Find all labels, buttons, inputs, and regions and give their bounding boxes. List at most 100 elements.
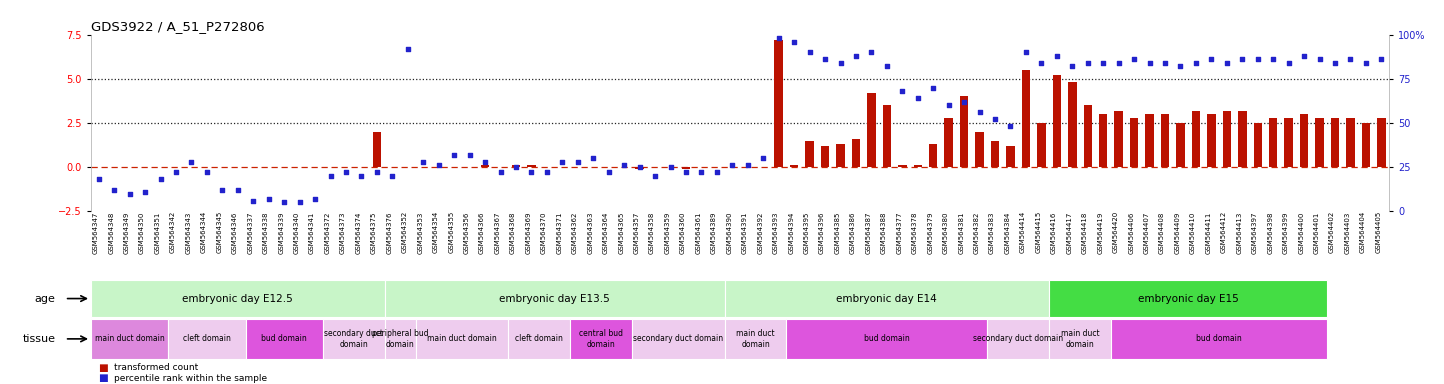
Text: GSM564417: GSM564417 [1066, 211, 1073, 253]
Text: bud domain: bud domain [864, 334, 910, 343]
Bar [1053, 75, 1061, 167]
Text: GSM564352: GSM564352 [401, 211, 407, 253]
Bar [806, 141, 814, 167]
Text: GSM564413: GSM564413 [1236, 211, 1242, 253]
Bar [527, 165, 536, 167]
Bar [1069, 82, 1077, 167]
Text: embryonic day E14: embryonic day E14 [836, 293, 937, 304]
Point [149, 176, 172, 182]
Point [999, 123, 1022, 129]
Bar [1300, 114, 1308, 167]
Text: GSM564364: GSM564364 [602, 211, 609, 253]
Text: GSM564369: GSM564369 [526, 211, 531, 254]
Point [875, 63, 898, 70]
Text: GSM564382: GSM564382 [973, 211, 979, 253]
Text: GSM564358: GSM564358 [648, 211, 656, 253]
Bar [928, 144, 937, 167]
Text: GSM564374: GSM564374 [355, 211, 361, 253]
Text: embryonic day E12.5: embryonic day E12.5 [182, 293, 293, 304]
Text: GSM564340: GSM564340 [293, 211, 299, 253]
Point [1370, 56, 1393, 62]
Bar [1050, 319, 1110, 359]
Point [628, 164, 651, 170]
Text: GSM564393: GSM564393 [773, 211, 778, 254]
Point [736, 162, 760, 168]
Text: GSM564347: GSM564347 [92, 211, 98, 253]
Text: GSM564337: GSM564337 [247, 211, 253, 254]
Point [582, 155, 605, 161]
Point [767, 35, 790, 41]
Text: GSM564387: GSM564387 [865, 211, 871, 254]
Bar [836, 144, 845, 167]
Point [1045, 53, 1069, 59]
Point [921, 84, 944, 91]
Text: GSM564408: GSM564408 [1160, 211, 1165, 253]
Text: GSM564346: GSM564346 [232, 211, 238, 253]
Point [118, 190, 142, 197]
Bar [1191, 111, 1200, 167]
Point [257, 196, 280, 202]
Point [705, 169, 728, 175]
Point [520, 169, 543, 175]
Bar [882, 105, 891, 167]
Point [799, 49, 822, 55]
Text: GSM564397: GSM564397 [1252, 211, 1258, 254]
Bar [1253, 123, 1262, 167]
Text: GSM564407: GSM564407 [1144, 211, 1149, 253]
Bar [1238, 111, 1246, 167]
Bar [1207, 114, 1216, 167]
Point [427, 162, 451, 168]
Text: GSM564354: GSM564354 [433, 211, 439, 253]
Text: age: age [35, 293, 55, 304]
Text: GSM564362: GSM564362 [572, 211, 578, 253]
Bar [1129, 118, 1138, 167]
Text: GSM564414: GSM564414 [1019, 211, 1025, 253]
Point [1122, 56, 1145, 62]
Point [1276, 60, 1300, 66]
Text: main duct
domain: main duct domain [736, 329, 775, 349]
Point [813, 56, 836, 62]
Bar [1110, 319, 1327, 359]
Point [983, 116, 1006, 122]
Point [1061, 63, 1084, 70]
Point [598, 169, 621, 175]
Point [690, 169, 713, 175]
Point [1339, 56, 1362, 62]
Point [1354, 60, 1378, 66]
Text: GSM564357: GSM564357 [634, 211, 640, 253]
Bar [725, 319, 787, 359]
Point [1030, 60, 1053, 66]
Bar [1269, 118, 1278, 167]
Text: GSM564360: GSM564360 [680, 211, 686, 254]
Bar [323, 319, 384, 359]
Text: bud domain: bud domain [1196, 334, 1242, 343]
Point [241, 197, 264, 204]
Bar [384, 280, 725, 317]
Text: GSM564344: GSM564344 [201, 211, 206, 253]
Point [133, 189, 156, 195]
Point [953, 99, 976, 105]
Point [1170, 63, 1193, 70]
Text: embryonic day E13.5: embryonic day E13.5 [500, 293, 609, 304]
Text: GSM564377: GSM564377 [897, 211, 902, 254]
Text: secondary duct domain: secondary duct domain [973, 334, 1063, 343]
Point [721, 162, 744, 168]
Text: secondary duct
domain: secondary duct domain [325, 329, 383, 349]
Text: GSM564405: GSM564405 [1375, 211, 1382, 253]
Point [891, 88, 914, 94]
Point [365, 169, 388, 175]
Bar [1223, 111, 1232, 167]
Point [1092, 60, 1115, 66]
Bar [1346, 118, 1354, 167]
Bar [1315, 118, 1324, 167]
Point [1184, 60, 1207, 66]
Text: GSM564398: GSM564398 [1268, 211, 1274, 254]
Text: GSM564415: GSM564415 [1035, 211, 1041, 253]
Bar [1378, 118, 1386, 167]
Point [319, 173, 342, 179]
Point [87, 176, 110, 182]
Text: GSM564396: GSM564396 [819, 211, 825, 254]
Text: GSM564373: GSM564373 [339, 211, 347, 254]
Bar [481, 165, 490, 167]
Point [490, 169, 513, 175]
